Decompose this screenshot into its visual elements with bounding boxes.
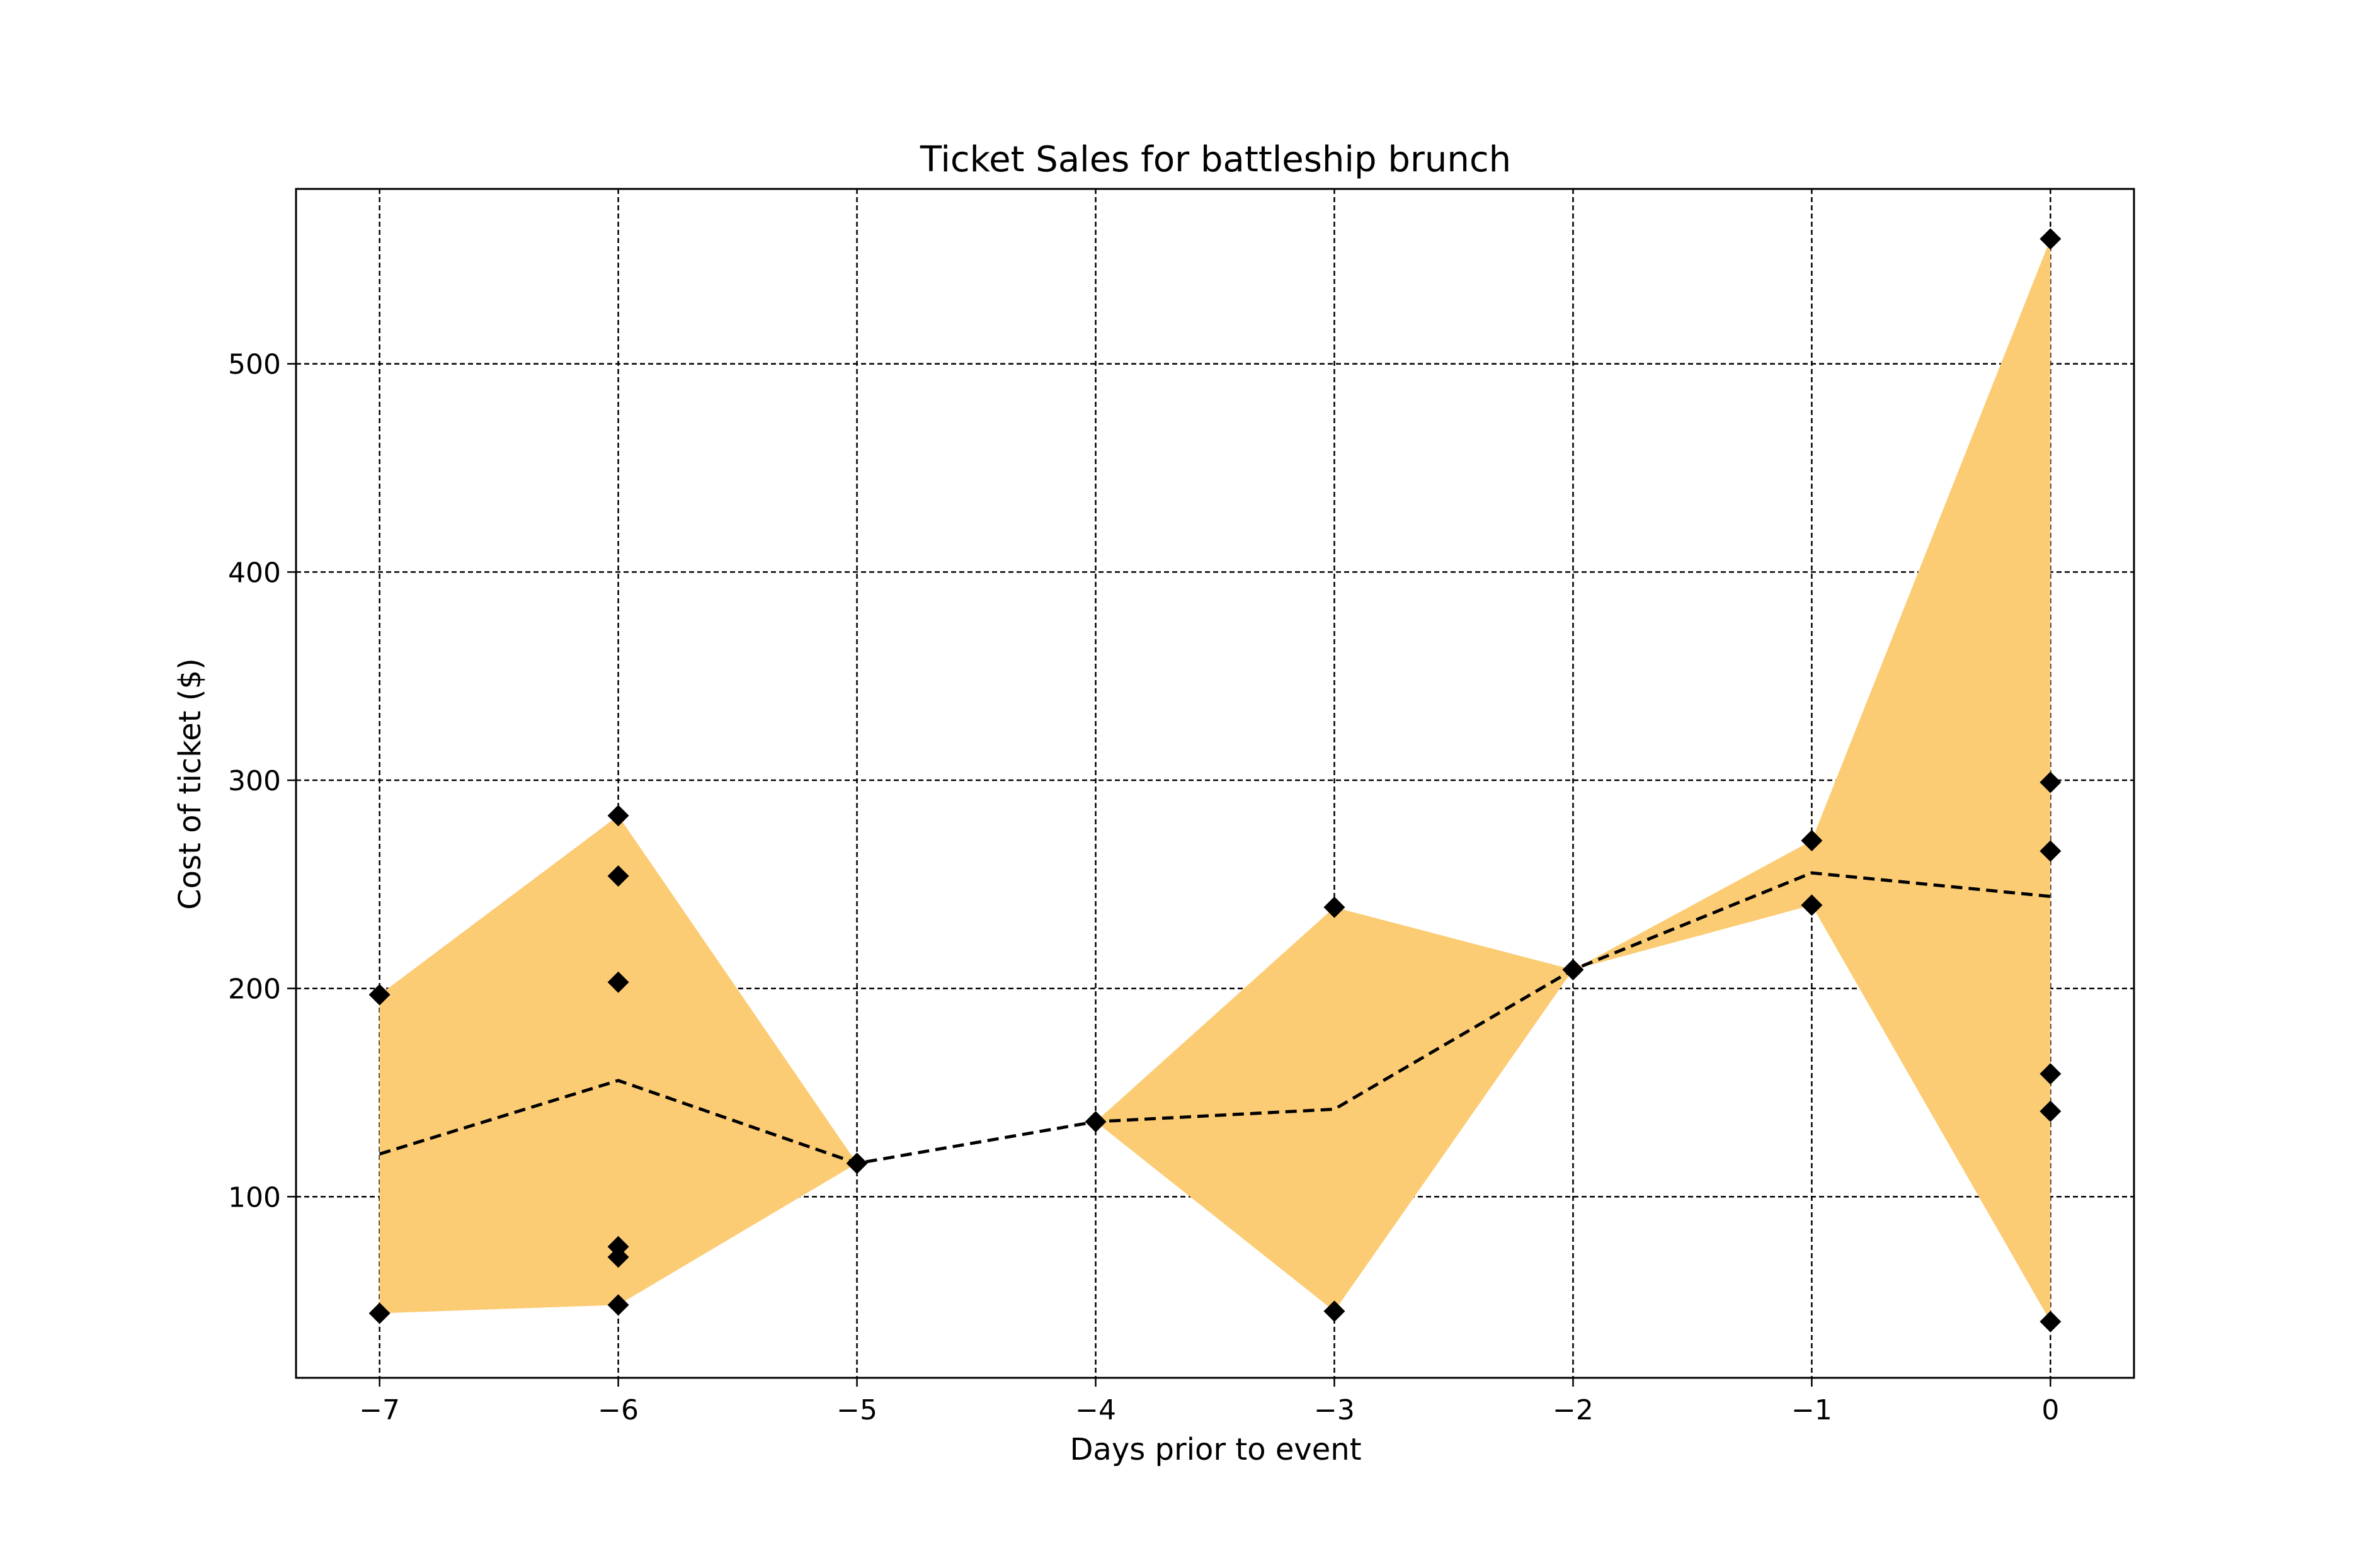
data-point-16 — [2040, 771, 2062, 793]
y-axis-label: Cost of ticket ($) — [173, 658, 208, 910]
data-point-18 — [2040, 1063, 2062, 1085]
data-point-17 — [2040, 840, 2062, 862]
y-tick-label-1: 200 — [228, 974, 281, 1006]
data-point-12 — [1562, 958, 1584, 980]
data-point-14 — [1801, 894, 1823, 916]
x-tick-label-5: −2 — [1553, 1394, 1594, 1426]
data-point-0 — [368, 984, 391, 1006]
data-point-13 — [1801, 829, 1823, 851]
x-tick-label-2: −5 — [836, 1394, 877, 1426]
x-tick-label-7: 0 — [2041, 1394, 2059, 1426]
min-max-band — [379, 239, 2051, 1322]
x-axis-ticks: −7 −6 −5 −4 −3 −2 −1 0 — [359, 1378, 2059, 1426]
plot-frame — [295, 188, 2135, 1379]
band-area — [379, 239, 2051, 1322]
x-axis-label: Days prior to event — [1070, 1432, 1361, 1467]
data-points — [368, 228, 2062, 1332]
data-point-6 — [607, 1246, 629, 1268]
data-point-11 — [1323, 1300, 1345, 1322]
data-point-3 — [607, 865, 629, 887]
x-tick-label-6: −1 — [1791, 1394, 1832, 1426]
chart-title: Ticket Sales for battleship brunch — [920, 139, 1511, 180]
data-point-9 — [1085, 1111, 1107, 1133]
data-point-20 — [2040, 1310, 2062, 1332]
x-tick-label-3: −4 — [1075, 1394, 1116, 1426]
data-point-15 — [2040, 228, 2062, 250]
y-tick-label-2: 300 — [228, 765, 281, 797]
data-point-2 — [607, 805, 629, 827]
mean-line-layer — [379, 871, 2051, 1166]
y-axis-ticks: 100 200 300 400 500 — [228, 349, 296, 1213]
data-point-4 — [607, 971, 629, 993]
data-point-1 — [368, 1302, 391, 1324]
data-point-7 — [607, 1294, 629, 1316]
data-point-8 — [846, 1152, 868, 1174]
y-tick-label-4: 500 — [228, 349, 281, 381]
mean-line — [379, 871, 2051, 1166]
y-tick-label-0: 100 — [228, 1181, 281, 1213]
data-point-19 — [2040, 1100, 2062, 1122]
data-point-10 — [1323, 896, 1345, 918]
x-tick-label-0: −7 — [359, 1394, 400, 1426]
x-tick-label-1: −6 — [598, 1394, 639, 1426]
y-tick-label-3: 400 — [228, 557, 281, 589]
x-tick-label-4: −3 — [1314, 1394, 1355, 1426]
